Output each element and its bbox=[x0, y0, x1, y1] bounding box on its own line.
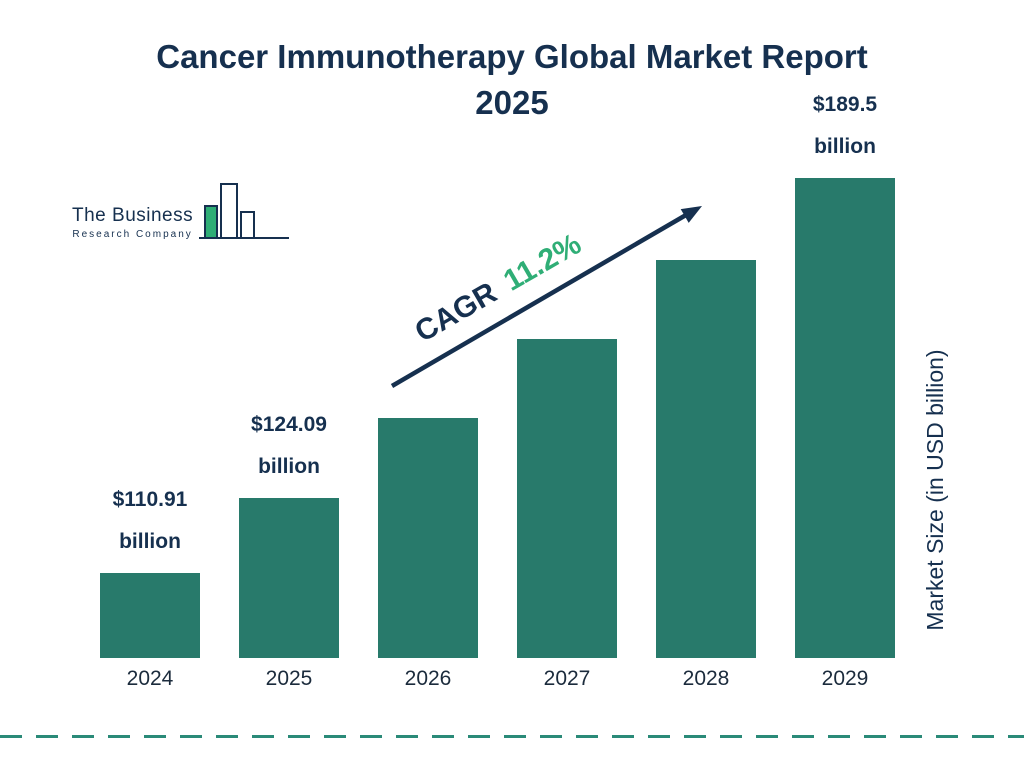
bar-2024 bbox=[100, 573, 200, 658]
bar-column-2028: 2028 bbox=[656, 260, 756, 700]
bar-value-unit: billion bbox=[119, 530, 181, 553]
x-axis-label-2029: 2029 bbox=[821, 667, 869, 690]
company-logo: The Business Research Company bbox=[72, 180, 291, 244]
bar-value-label-2025: $124.09 billion bbox=[209, 404, 369, 488]
bar-column-2027: 2027 bbox=[517, 339, 617, 700]
bar-value-amount: $110.91 bbox=[112, 488, 188, 511]
page-title-line2: 2025 bbox=[475, 84, 549, 122]
x-axis-label-2028: 2028 bbox=[682, 667, 730, 690]
page-title-line1: Cancer Immunotherapy Global Market Repor… bbox=[156, 38, 868, 75]
bar-value-amount: $124.09 bbox=[251, 413, 327, 436]
bar-2029 bbox=[795, 178, 895, 658]
logo-bar-chart-icon bbox=[199, 183, 290, 239]
bar-2028 bbox=[656, 260, 756, 658]
logo-line1: The Business bbox=[72, 205, 194, 226]
y-axis-label: Market Size (in USD billion) bbox=[922, 349, 948, 631]
x-axis-label-2025: 2025 bbox=[265, 667, 313, 690]
bar-column-2026: 2026 bbox=[378, 418, 478, 700]
bottom-dashed-divider bbox=[0, 735, 1024, 738]
bar-column-2024: $110.91 billion 2024 bbox=[100, 488, 200, 700]
bar-value-unit: billion bbox=[258, 455, 320, 478]
page-title: Cancer Immunotherapy Global Market Repor… bbox=[82, 34, 942, 126]
bar-value-label-2024: $110.91 billion bbox=[70, 479, 230, 563]
bar-column-2025: $124.09 billion 2025 bbox=[239, 413, 339, 700]
x-axis-label-2027: 2027 bbox=[543, 667, 591, 690]
bar-2025 bbox=[239, 498, 339, 658]
x-axis-label-2026: 2026 bbox=[404, 667, 452, 690]
x-axis-label-2024: 2024 bbox=[126, 667, 174, 690]
company-logo-text: The Business Research Company bbox=[72, 205, 193, 244]
bar-value-label-2029: $189.5 billion bbox=[765, 84, 925, 168]
bar-column-2029: $189.5 billion 2029 bbox=[795, 93, 895, 700]
bar-value-amount: $189.5 bbox=[812, 93, 878, 116]
logo-line2: Research Company bbox=[72, 229, 193, 240]
bar-2027 bbox=[517, 339, 617, 658]
bar-2026 bbox=[378, 418, 478, 658]
bar-value-unit: billion bbox=[814, 135, 876, 158]
bar-chart: $110.91 billion 2024 $124.09 billion 2025 2026… bbox=[100, 93, 895, 700]
